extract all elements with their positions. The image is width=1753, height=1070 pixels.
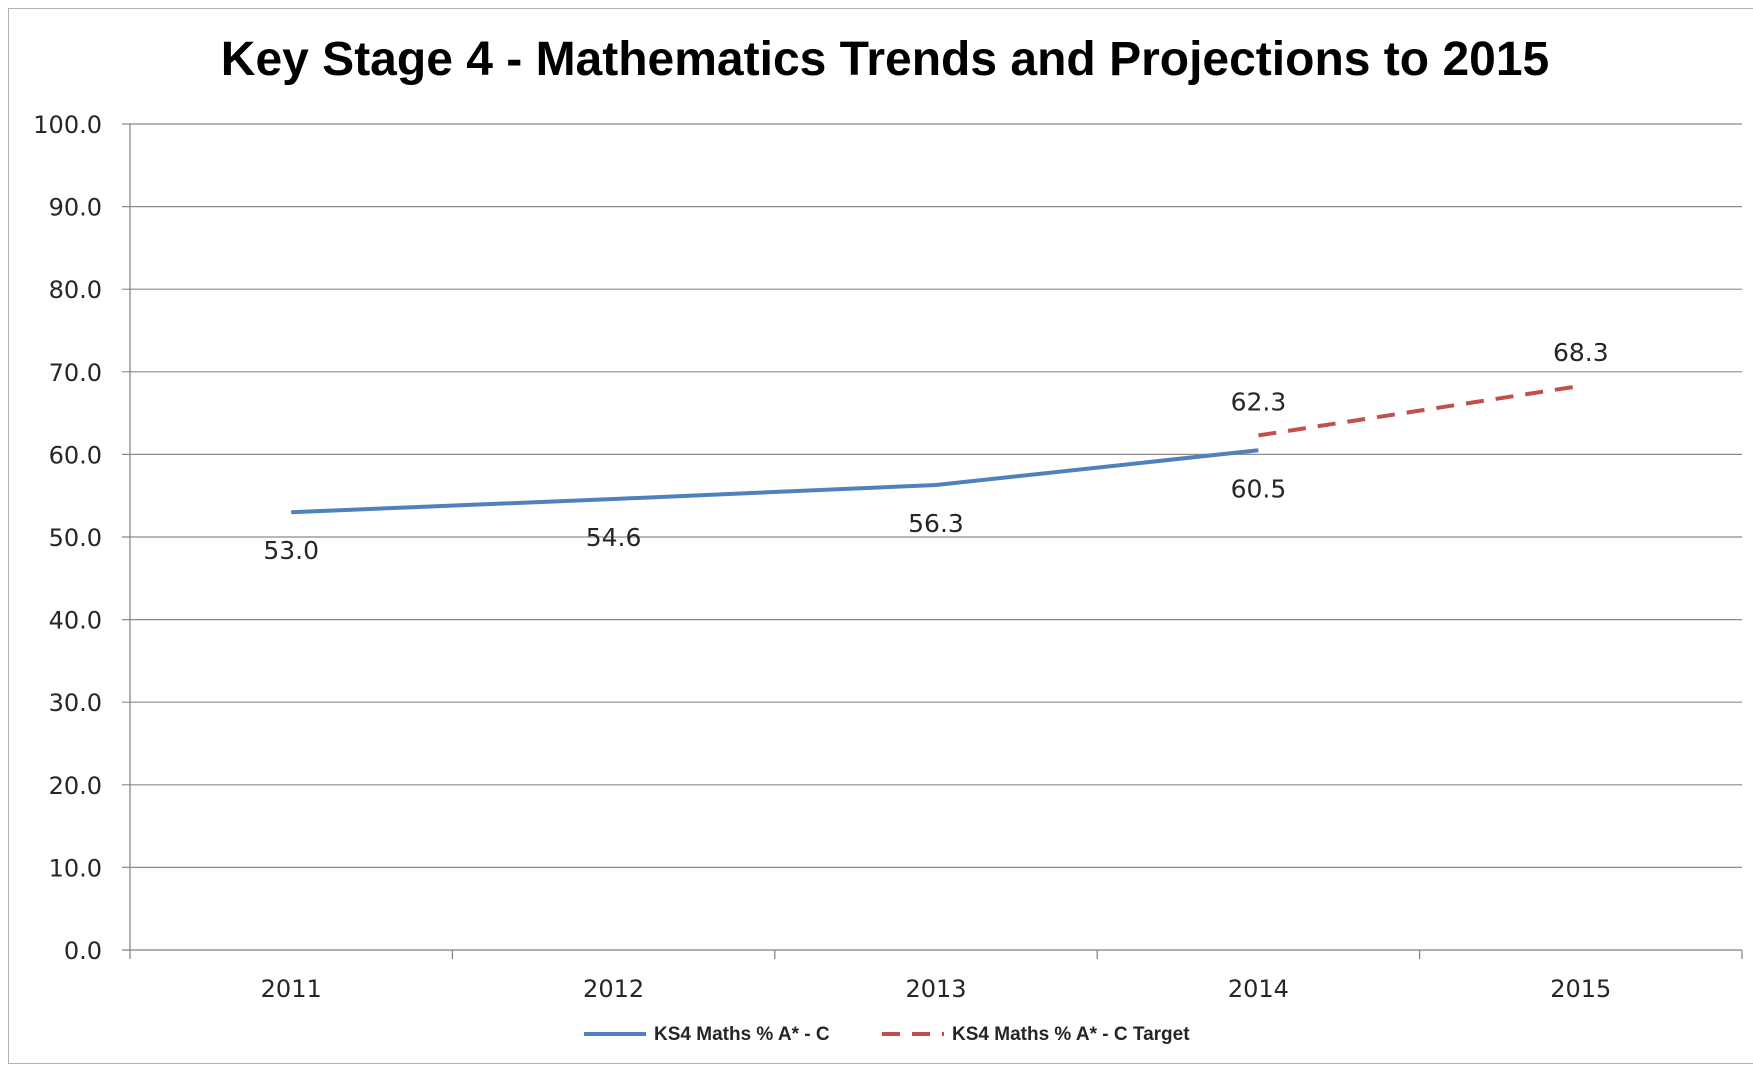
y-tick-label: 10.0: [49, 854, 102, 882]
y-tick-label: 40.0: [49, 607, 102, 635]
y-tick-label: 70.0: [49, 359, 102, 387]
y-tick-label: 60.0: [49, 441, 102, 469]
y-tick-label: 80.0: [49, 276, 102, 304]
x-tick-label: 2011: [261, 975, 322, 1003]
data-labels: 53.0 54.6 56.3 60.5 62.3 68.3: [263, 338, 1608, 565]
x-tick-label: 2013: [905, 975, 966, 1003]
legend-label: KS4 Maths % A* - C: [654, 1024, 830, 1045]
legend-label: KS4 Maths % A* - C Target: [952, 1024, 1190, 1045]
data-label: 54.6: [586, 523, 642, 552]
chart-frame: [8, 8, 1753, 1064]
series-lines: [291, 383, 1582, 515]
y-tick-label: 50.0: [49, 524, 102, 552]
y-tick-label: 20.0: [49, 772, 102, 800]
y-tick-label: 30.0: [49, 689, 102, 717]
gridlines: [122, 123, 1742, 951]
axes: 0.0 10.0 20.0 30.0 40.0 50.0 60.0 70.0 80.0 90.0 1…: [33, 111, 1743, 1003]
chart-title: Key Stage 4 - Mathematics Trends and Pro…: [221, 33, 1549, 86]
series-line-1: [1258, 383, 1582, 438]
x-tick-label: 2012: [583, 975, 644, 1003]
data-label: 53.0: [263, 536, 319, 565]
legend: KS4 Maths % A* - C KS4 Maths % A* - C Tar…: [584, 1024, 1190, 1045]
data-label: 60.5: [1231, 474, 1287, 503]
x-tick-label: 2015: [1550, 975, 1611, 1003]
y-tick-label: 0.0: [64, 937, 102, 965]
data-label: 68.3: [1553, 338, 1609, 367]
data-label: 56.3: [908, 509, 964, 538]
y-tick-label: 90.0: [49, 194, 102, 222]
data-label: 62.3: [1231, 387, 1287, 416]
series-line-0: [291, 448, 1259, 515]
x-tick-label: 2014: [1228, 975, 1289, 1003]
y-tick-label: 100.0: [33, 111, 102, 139]
